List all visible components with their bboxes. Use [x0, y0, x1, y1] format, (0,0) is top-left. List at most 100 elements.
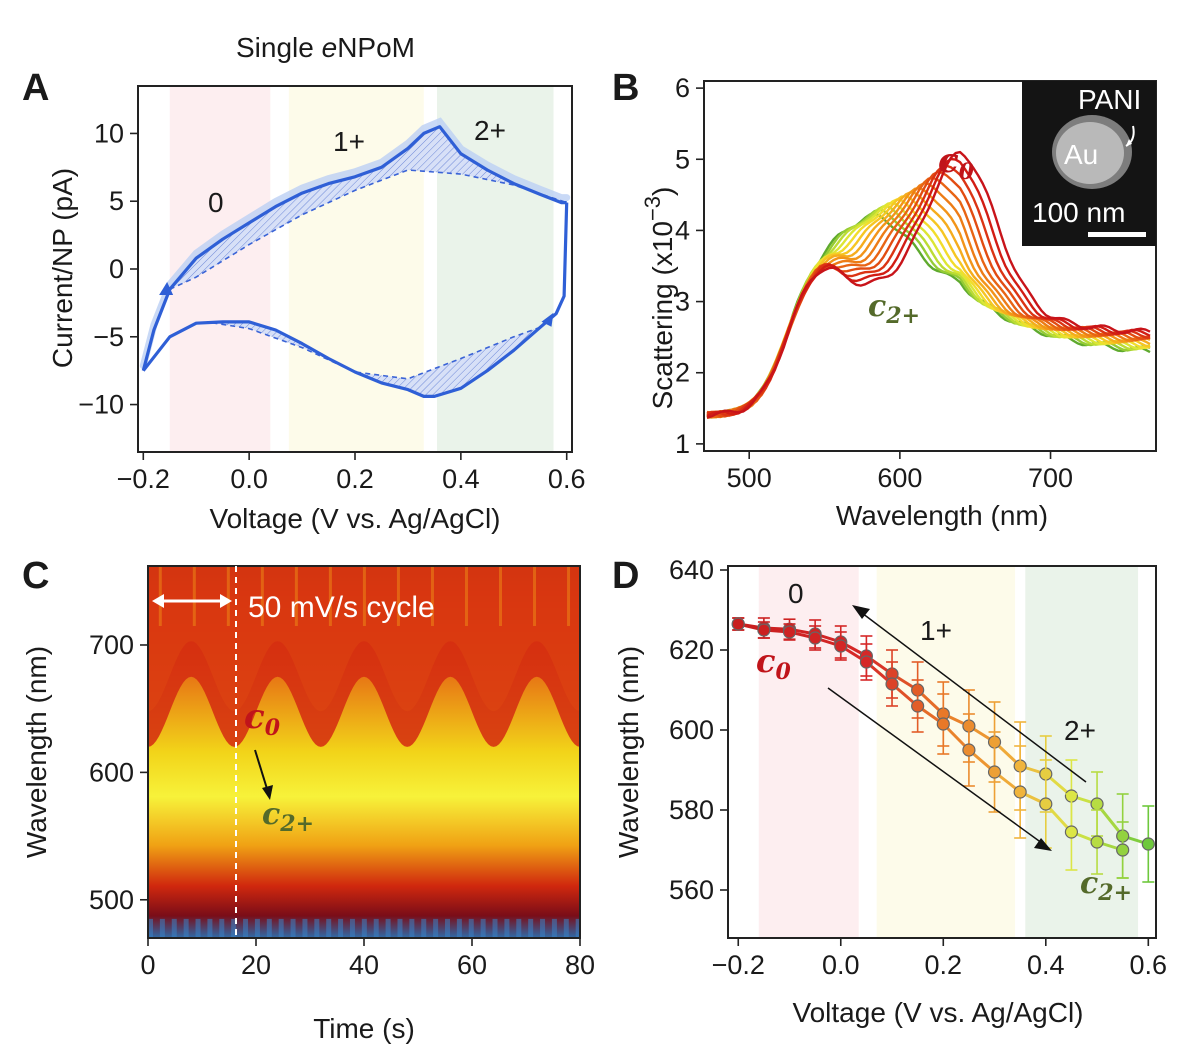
heatmap-blue-streak — [409, 918, 415, 938]
heatmap-streak — [362, 566, 366, 626]
heatmap-blue-streak — [563, 918, 569, 938]
spectrum-line — [706, 150, 1151, 419]
inset-au-label: Au — [1064, 139, 1098, 170]
heatmap-blue-streak — [575, 918, 580, 938]
cv-reverse-line — [142, 202, 569, 398]
inset-pani-label: PANI — [1078, 84, 1141, 115]
y-tick-label: −5 — [93, 322, 124, 352]
heatmap-blue-streak — [516, 918, 522, 938]
state-0-label-a: 0 — [208, 187, 224, 218]
heatmap-blue-streak — [433, 918, 439, 938]
heatmap-blue-streak — [480, 918, 486, 938]
panel-d: D −0.2 0.0 0.2 0.4 0.6 640 620 600 580 560 0 1+ 2… — [612, 555, 1167, 1028]
heatmap-blue-streak — [183, 918, 189, 938]
c0-label-b: c0 — [938, 141, 975, 185]
heatmap-blue-streak — [171, 918, 177, 938]
cycle-label: 50 mV/s cycle — [248, 591, 435, 624]
y-tick-label: 580 — [669, 795, 714, 825]
xlabel-d: Voltage (V vs. Ag/AgCl) — [792, 997, 1083, 1028]
state-1plus-label-a: 1+ — [333, 126, 365, 157]
state-band-0 — [758, 566, 859, 938]
heatmap-blue-streak — [492, 918, 498, 938]
ylabel-c: Wavelength (nm) — [21, 646, 52, 858]
heatmap-streak — [260, 566, 264, 626]
data-point — [1090, 835, 1104, 849]
x-tick-label: 0.4 — [442, 464, 480, 494]
forward-direction-arrow — [159, 282, 174, 296]
heatmap-blue-streak — [231, 918, 237, 938]
forward-scan-arrow — [827, 687, 1047, 847]
data-point — [936, 717, 950, 731]
state-band-1+ — [876, 566, 1016, 938]
y-tick-label: 0 — [109, 254, 124, 284]
ylabel-b: Scattering (x10−3) — [640, 187, 678, 410]
reverse-scan-arrowhead — [852, 605, 870, 619]
heatmap-upper-red — [148, 566, 580, 747]
c2plus-label-d: c2+ — [1080, 866, 1132, 906]
y-tick-label: 600 — [669, 715, 714, 745]
x-tick-label: 80 — [565, 950, 595, 980]
heatmap-streak — [158, 566, 162, 626]
heatmap-streak — [499, 566, 502, 626]
heatmap-orange-fringe — [148, 566, 580, 712]
panel-label-d: D — [612, 555, 639, 597]
spectra-b — [706, 150, 1151, 419]
heatmap-streak — [192, 566, 196, 626]
baseline-reverse — [206, 321, 541, 380]
x-tick-label: 600 — [877, 463, 922, 493]
y-tick-label: 5 — [109, 186, 124, 216]
heatmap-blue-streak — [159, 918, 165, 938]
ticks-b: 500 600 700 1 2 3 4 5 6 — [675, 73, 1073, 493]
data-point — [987, 765, 1002, 779]
cv-curves-a — [141, 125, 569, 398]
state-2plus-label-d: 2+ — [1064, 715, 1096, 746]
heatmap-streak — [533, 566, 537, 626]
axes-frame-a — [137, 85, 573, 453]
panel-c: C 50 mV/s cycle c0 c2+ 0 20 40 60 80 700 600 50… — [21, 555, 595, 1044]
forward-hatch — [169, 126, 567, 290]
heatmap-blue-streak — [290, 918, 296, 938]
heatmap-streak — [328, 566, 332, 626]
data-point — [782, 625, 797, 639]
heatmap-blue-streak — [504, 918, 510, 938]
heatmap-streak — [567, 566, 571, 626]
data-point — [1039, 797, 1053, 811]
heatmap-blue-streak — [373, 918, 379, 938]
x-tick-label: 700 — [1028, 463, 1073, 493]
sem-inset: Au PANI 100 nm — [1022, 81, 1156, 246]
scan-arrows-a — [159, 282, 554, 327]
heatmap-blue-streak — [219, 918, 225, 938]
y-tick-label: 5 — [675, 144, 690, 174]
data-point — [962, 743, 976, 757]
heatmap-blue-streak — [195, 918, 201, 938]
state-1plus-label-d: 1+ — [920, 615, 952, 646]
y-tick-label: 620 — [669, 635, 714, 665]
heatmap-blue-streak — [338, 918, 344, 938]
heatmap-streak — [226, 566, 230, 626]
heatmap-streak — [294, 566, 298, 626]
x-tick-label: 0.6 — [548, 464, 586, 494]
y-tick-label: 6 — [675, 73, 690, 103]
data-point — [1141, 837, 1155, 851]
ticks-d: −0.2 0.0 0.2 0.4 0.6 640 620 600 580 560 — [669, 555, 1167, 980]
x-tick-label: 40 — [349, 950, 379, 980]
y-tick-label: 640 — [669, 555, 714, 585]
x-tick-label: 60 — [457, 950, 487, 980]
data-point — [859, 655, 873, 669]
heatmap-blue-streak — [314, 918, 320, 938]
heatmap-c — [148, 566, 580, 938]
x-tick-label: 0.6 — [1130, 950, 1168, 980]
heatmap-blue-streak — [456, 918, 462, 938]
panel-label-c: C — [22, 555, 49, 597]
heatmap-blue-streak — [148, 918, 153, 938]
peak-series-d — [731, 617, 1155, 883]
x-tick-label: 20 — [241, 950, 271, 980]
c2plus-label-b: c2+ — [868, 289, 920, 329]
x-tick-label: 0.2 — [336, 464, 374, 494]
c0-to-c2-arrow — [254, 749, 269, 793]
heatmap-blue-streak — [243, 918, 249, 938]
hatched-area-a — [139, 117, 571, 397]
heatmap-blue-streak — [551, 918, 557, 938]
